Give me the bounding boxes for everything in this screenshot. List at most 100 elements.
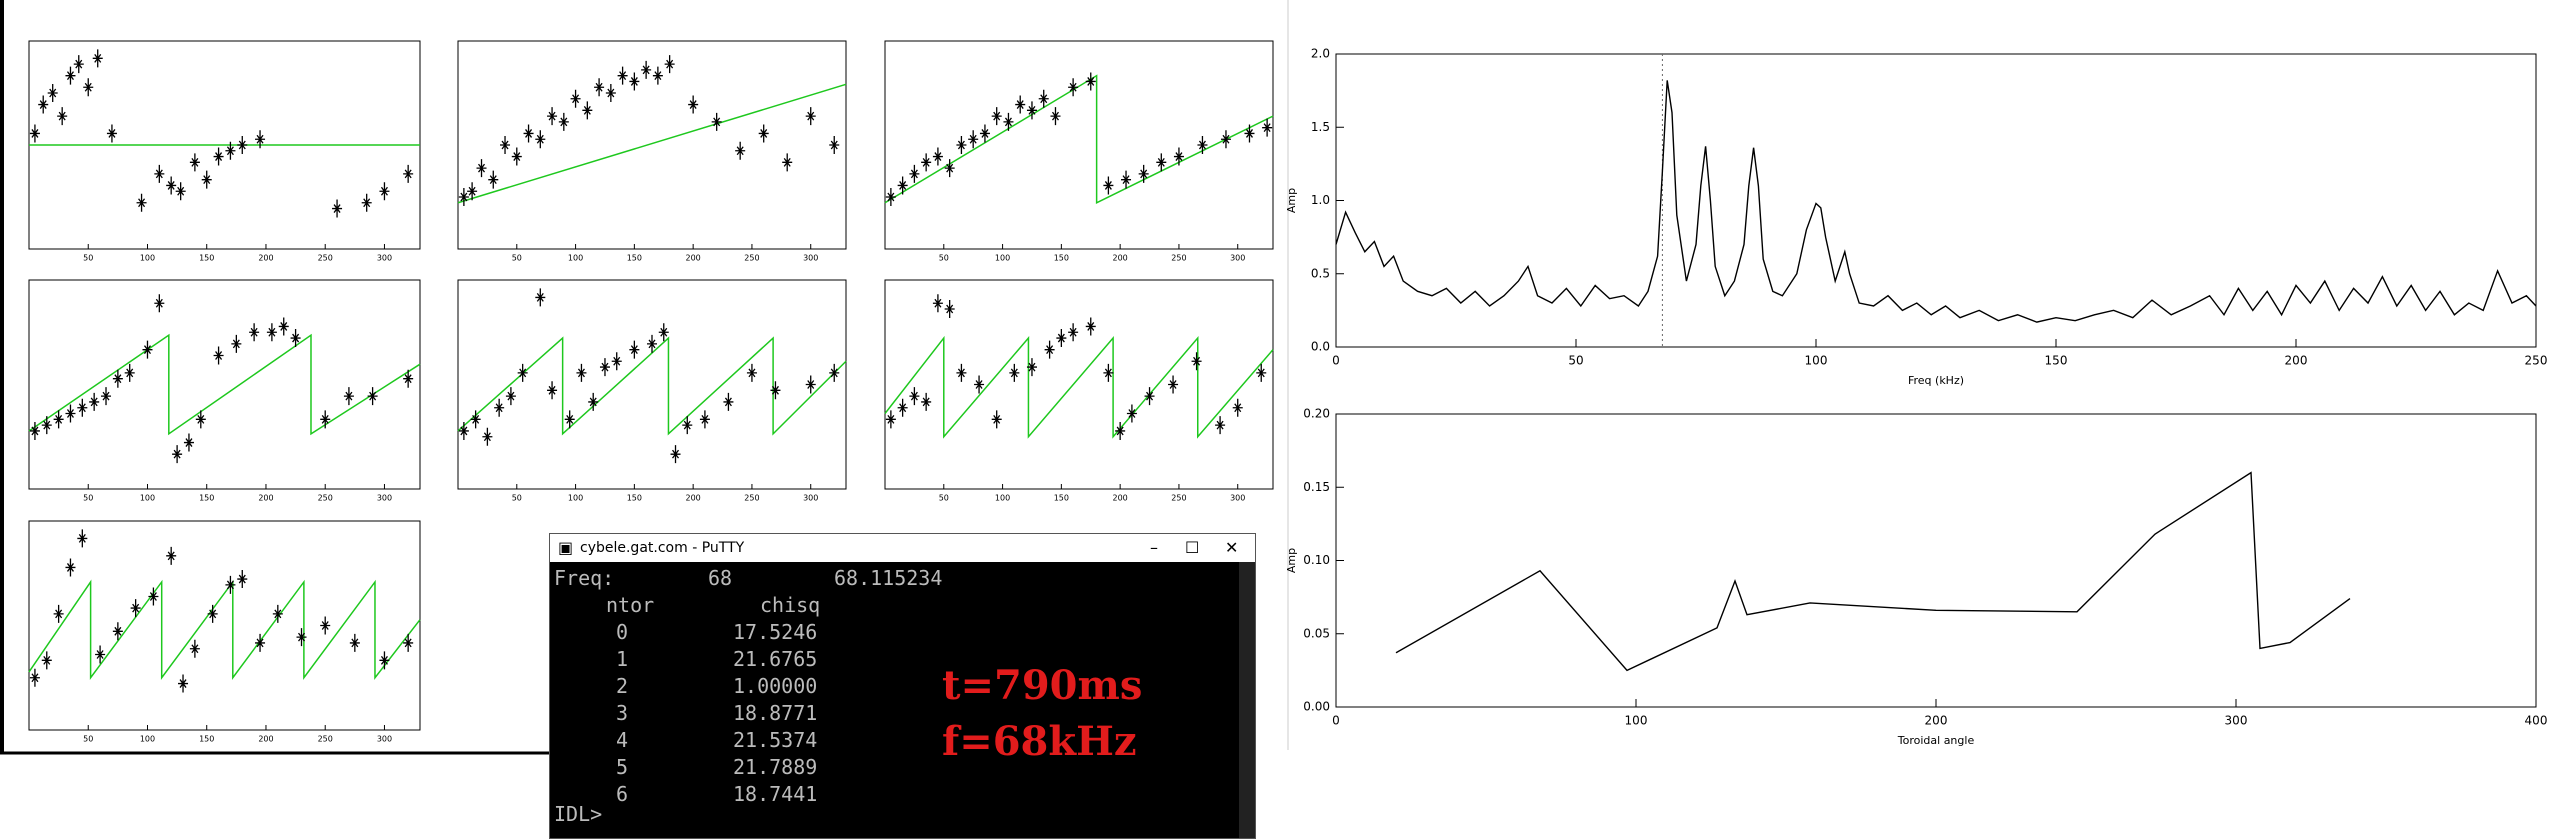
- point: [1262, 118, 1273, 137]
- point: [517, 363, 528, 382]
- point: [178, 674, 189, 693]
- x-tick-label: 200: [686, 254, 701, 263]
- point: [29, 668, 40, 687]
- x-tick-label: 100: [568, 254, 583, 263]
- point: [112, 622, 123, 641]
- point: [213, 147, 224, 166]
- point: [172, 445, 183, 464]
- x-tick-label: 150: [199, 254, 214, 263]
- point: [53, 604, 64, 623]
- point: [500, 136, 511, 154]
- point: [885, 188, 896, 206]
- point: [682, 416, 693, 435]
- x-tick-label: 300: [377, 494, 392, 503]
- point: [403, 164, 414, 183]
- x-tick-label: 200: [258, 735, 273, 744]
- point: [1009, 363, 1020, 382]
- plot-frame: [1335, 53, 2537, 348]
- point: [652, 66, 663, 85]
- x-tick-label: 50: [512, 494, 522, 503]
- point: [547, 381, 558, 400]
- point: [272, 604, 283, 623]
- point: [201, 170, 212, 189]
- point: [511, 147, 522, 166]
- point: [379, 182, 390, 201]
- point: [735, 141, 746, 160]
- x-axis-label: Freq (kHz): [1908, 374, 1964, 387]
- point: [1191, 352, 1202, 371]
- point: [1050, 107, 1061, 126]
- x-tick-label: 50: [1568, 354, 1583, 368]
- point: [991, 410, 1002, 429]
- x-tick-label: 0: [1332, 714, 1340, 728]
- point: [361, 193, 372, 212]
- point: [979, 124, 990, 143]
- point: [367, 387, 378, 406]
- x-tick-label: 150: [199, 494, 214, 503]
- point: [142, 340, 153, 359]
- y-tick-label: 1.0: [1311, 193, 1330, 207]
- x-tick-label: 0: [1332, 354, 1340, 368]
- x-tick-label: 200: [2285, 354, 2308, 368]
- point: [255, 130, 266, 149]
- point: [664, 55, 675, 74]
- point: [1244, 124, 1255, 143]
- maximize[interactable]: ☐: [1185, 538, 1200, 557]
- plot-frame: [884, 40, 1274, 250]
- point: [1232, 398, 1243, 417]
- scrollbar[interactable]: [1239, 562, 1255, 838]
- point: [746, 363, 757, 382]
- point: [1220, 130, 1231, 149]
- point: [599, 358, 610, 377]
- point: [588, 392, 599, 411]
- x-tick-label: 100: [995, 254, 1010, 263]
- point: [805, 375, 816, 394]
- point: [166, 176, 177, 195]
- prompt[interactable]: IDL>: [554, 802, 603, 826]
- point: [932, 294, 943, 313]
- plot-frame: [28, 520, 421, 731]
- minimize[interactable]: –: [1150, 538, 1158, 557]
- point: [278, 317, 289, 336]
- ntor: 2: [615, 674, 628, 698]
- plot-frame: [1335, 413, 2537, 708]
- x-tick-label: 300: [2225, 714, 2248, 728]
- point: [535, 130, 546, 149]
- y-tick-label: 0.00: [1303, 700, 1330, 714]
- close[interactable]: ✕: [1225, 538, 1239, 557]
- x-tick-label: 50: [512, 254, 522, 263]
- point: [758, 124, 769, 143]
- window-title: cybele.gat.com - PuTTY: [580, 540, 745, 556]
- point: [1168, 375, 1179, 394]
- point: [535, 288, 546, 307]
- point: [476, 159, 487, 178]
- point: [1197, 136, 1208, 154]
- point: [189, 153, 200, 172]
- point: [136, 193, 147, 212]
- point: [1085, 317, 1096, 336]
- x-tick-label: 50: [83, 494, 93, 503]
- point: [829, 136, 840, 154]
- y-tick-label: 0.05: [1303, 626, 1330, 640]
- point: [482, 427, 493, 446]
- putty-window[interactable]: cybele.gat.com - PuTTY ▣ – ☐ ✕ Freq: 68 …: [549, 533, 1256, 839]
- x-tick-label: 150: [627, 494, 642, 503]
- fit-line: [884, 335, 1274, 439]
- plot-frame: [457, 279, 847, 490]
- x-tick-label: 100: [1625, 714, 1648, 728]
- point: [909, 164, 920, 183]
- freq: 68: [708, 566, 733, 590]
- y-tick-label: 0.0: [1311, 340, 1330, 354]
- x-tick-label: 150: [627, 254, 642, 263]
- x-tick-label: 250: [318, 735, 333, 744]
- point: [38, 95, 49, 114]
- point: [641, 60, 652, 79]
- point: [968, 130, 979, 149]
- point: [332, 199, 343, 218]
- y-tick-label: 0.5: [1311, 266, 1330, 280]
- point: [1026, 358, 1037, 377]
- point: [617, 66, 628, 85]
- y-tick-label: 0.10: [1303, 553, 1330, 567]
